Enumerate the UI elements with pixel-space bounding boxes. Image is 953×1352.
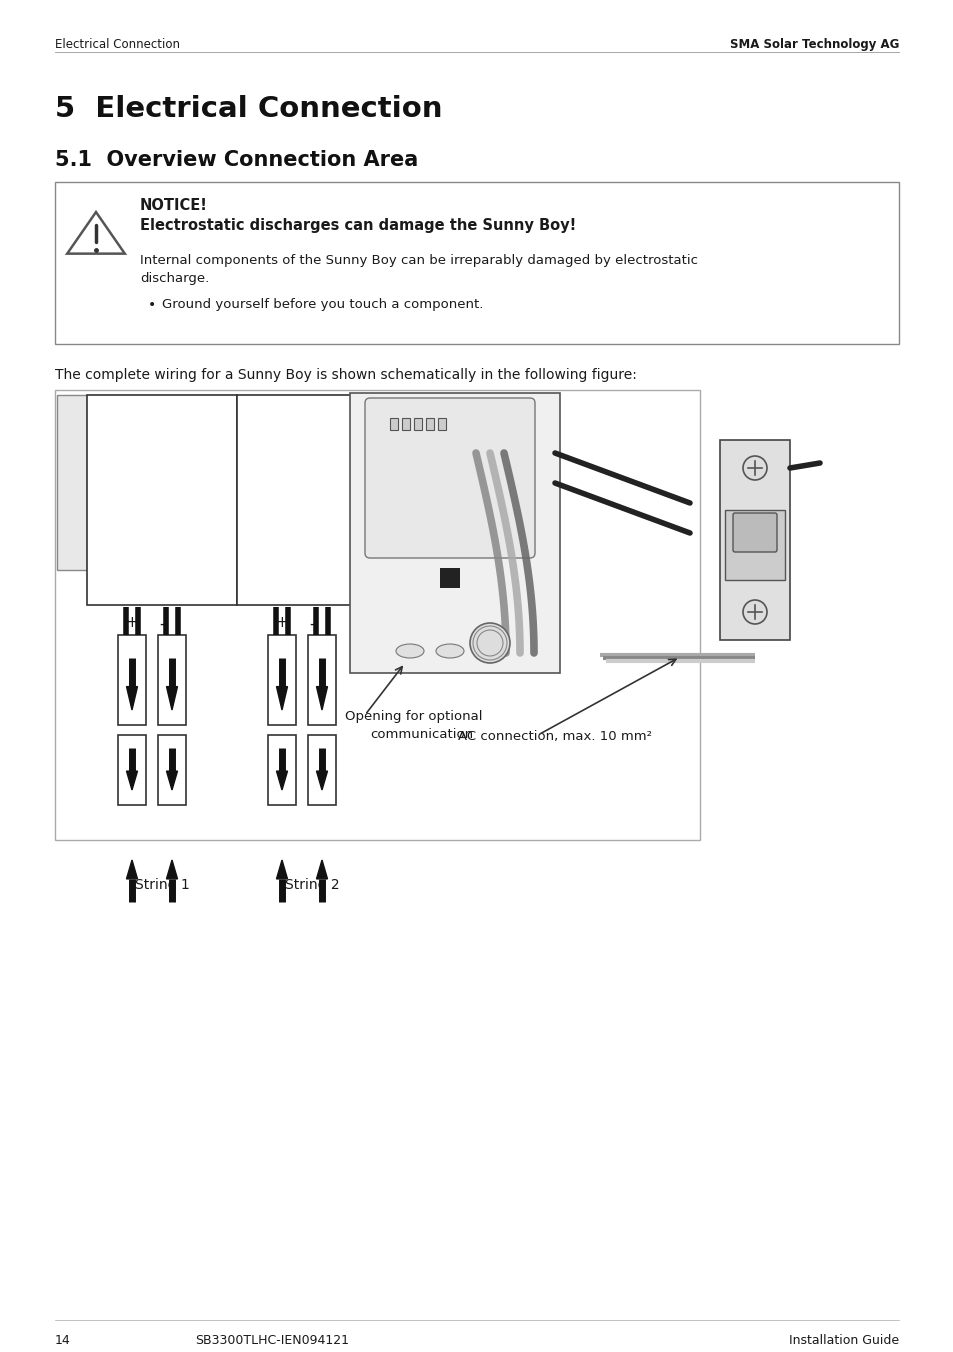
Ellipse shape <box>395 644 423 658</box>
Text: String 2: String 2 <box>284 877 339 892</box>
Bar <box>414 418 421 430</box>
Circle shape <box>470 623 510 662</box>
Text: -: - <box>309 615 314 633</box>
Bar <box>426 418 434 430</box>
Bar <box>439 568 459 588</box>
Ellipse shape <box>436 644 463 658</box>
Polygon shape <box>67 212 125 254</box>
Text: discharge.: discharge. <box>140 272 209 285</box>
Bar <box>57 395 87 571</box>
Bar <box>390 418 397 430</box>
Bar <box>720 439 789 639</box>
Polygon shape <box>276 771 287 790</box>
Polygon shape <box>276 687 287 710</box>
Bar <box>55 389 700 840</box>
Polygon shape <box>167 687 177 710</box>
Polygon shape <box>276 860 287 879</box>
Polygon shape <box>127 687 137 710</box>
Text: Electrical Connection: Electrical Connection <box>55 38 180 51</box>
Text: +: + <box>275 615 288 630</box>
Polygon shape <box>167 771 177 790</box>
Text: •: • <box>148 297 156 312</box>
Circle shape <box>742 456 766 480</box>
Text: 14: 14 <box>55 1334 71 1347</box>
Bar <box>268 635 295 725</box>
Text: 5  Electrical Connection: 5 Electrical Connection <box>55 95 442 123</box>
Polygon shape <box>127 860 137 879</box>
Text: communication: communication <box>370 727 473 741</box>
Text: Opening for optional: Opening for optional <box>345 710 482 723</box>
Text: NOTICE!: NOTICE! <box>140 197 208 214</box>
Text: The complete wiring for a Sunny Boy is shown schematically in the following figu: The complete wiring for a Sunny Boy is s… <box>55 368 637 383</box>
Polygon shape <box>316 771 327 790</box>
FancyBboxPatch shape <box>732 512 776 552</box>
FancyBboxPatch shape <box>365 397 535 558</box>
Bar <box>308 735 335 804</box>
Text: -: - <box>159 615 165 633</box>
Text: Internal components of the Sunny Boy can be irreparably damaged by electrostatic: Internal components of the Sunny Boy can… <box>140 254 698 266</box>
Bar <box>158 735 186 804</box>
Bar <box>55 183 898 343</box>
Bar <box>268 735 295 804</box>
Circle shape <box>742 600 766 625</box>
Bar <box>401 418 410 430</box>
Polygon shape <box>316 687 327 710</box>
Bar <box>87 395 236 604</box>
Polygon shape <box>316 860 327 879</box>
Bar <box>437 418 446 430</box>
Bar <box>350 393 559 673</box>
Bar <box>308 635 335 725</box>
Text: Installation Guide: Installation Guide <box>788 1334 898 1347</box>
Text: SB3300TLHC-IEN094121: SB3300TLHC-IEN094121 <box>194 1334 349 1347</box>
Text: AC connection, max. 10 mm²: AC connection, max. 10 mm² <box>457 730 651 744</box>
Polygon shape <box>167 860 177 879</box>
Bar <box>118 735 146 804</box>
Text: Electrostatic discharges can damage the Sunny Boy!: Electrostatic discharges can damage the … <box>140 218 576 233</box>
Bar <box>118 635 146 725</box>
Text: +: + <box>126 615 138 630</box>
Bar <box>158 635 186 725</box>
Text: Ground yourself before you touch a component.: Ground yourself before you touch a compo… <box>162 297 483 311</box>
Bar <box>724 510 784 580</box>
Text: String 1: String 1 <box>134 877 190 892</box>
Bar <box>236 395 387 604</box>
Text: SMA Solar Technology AG: SMA Solar Technology AG <box>729 38 898 51</box>
Polygon shape <box>127 771 137 790</box>
Text: 5.1  Overview Connection Area: 5.1 Overview Connection Area <box>55 150 417 170</box>
